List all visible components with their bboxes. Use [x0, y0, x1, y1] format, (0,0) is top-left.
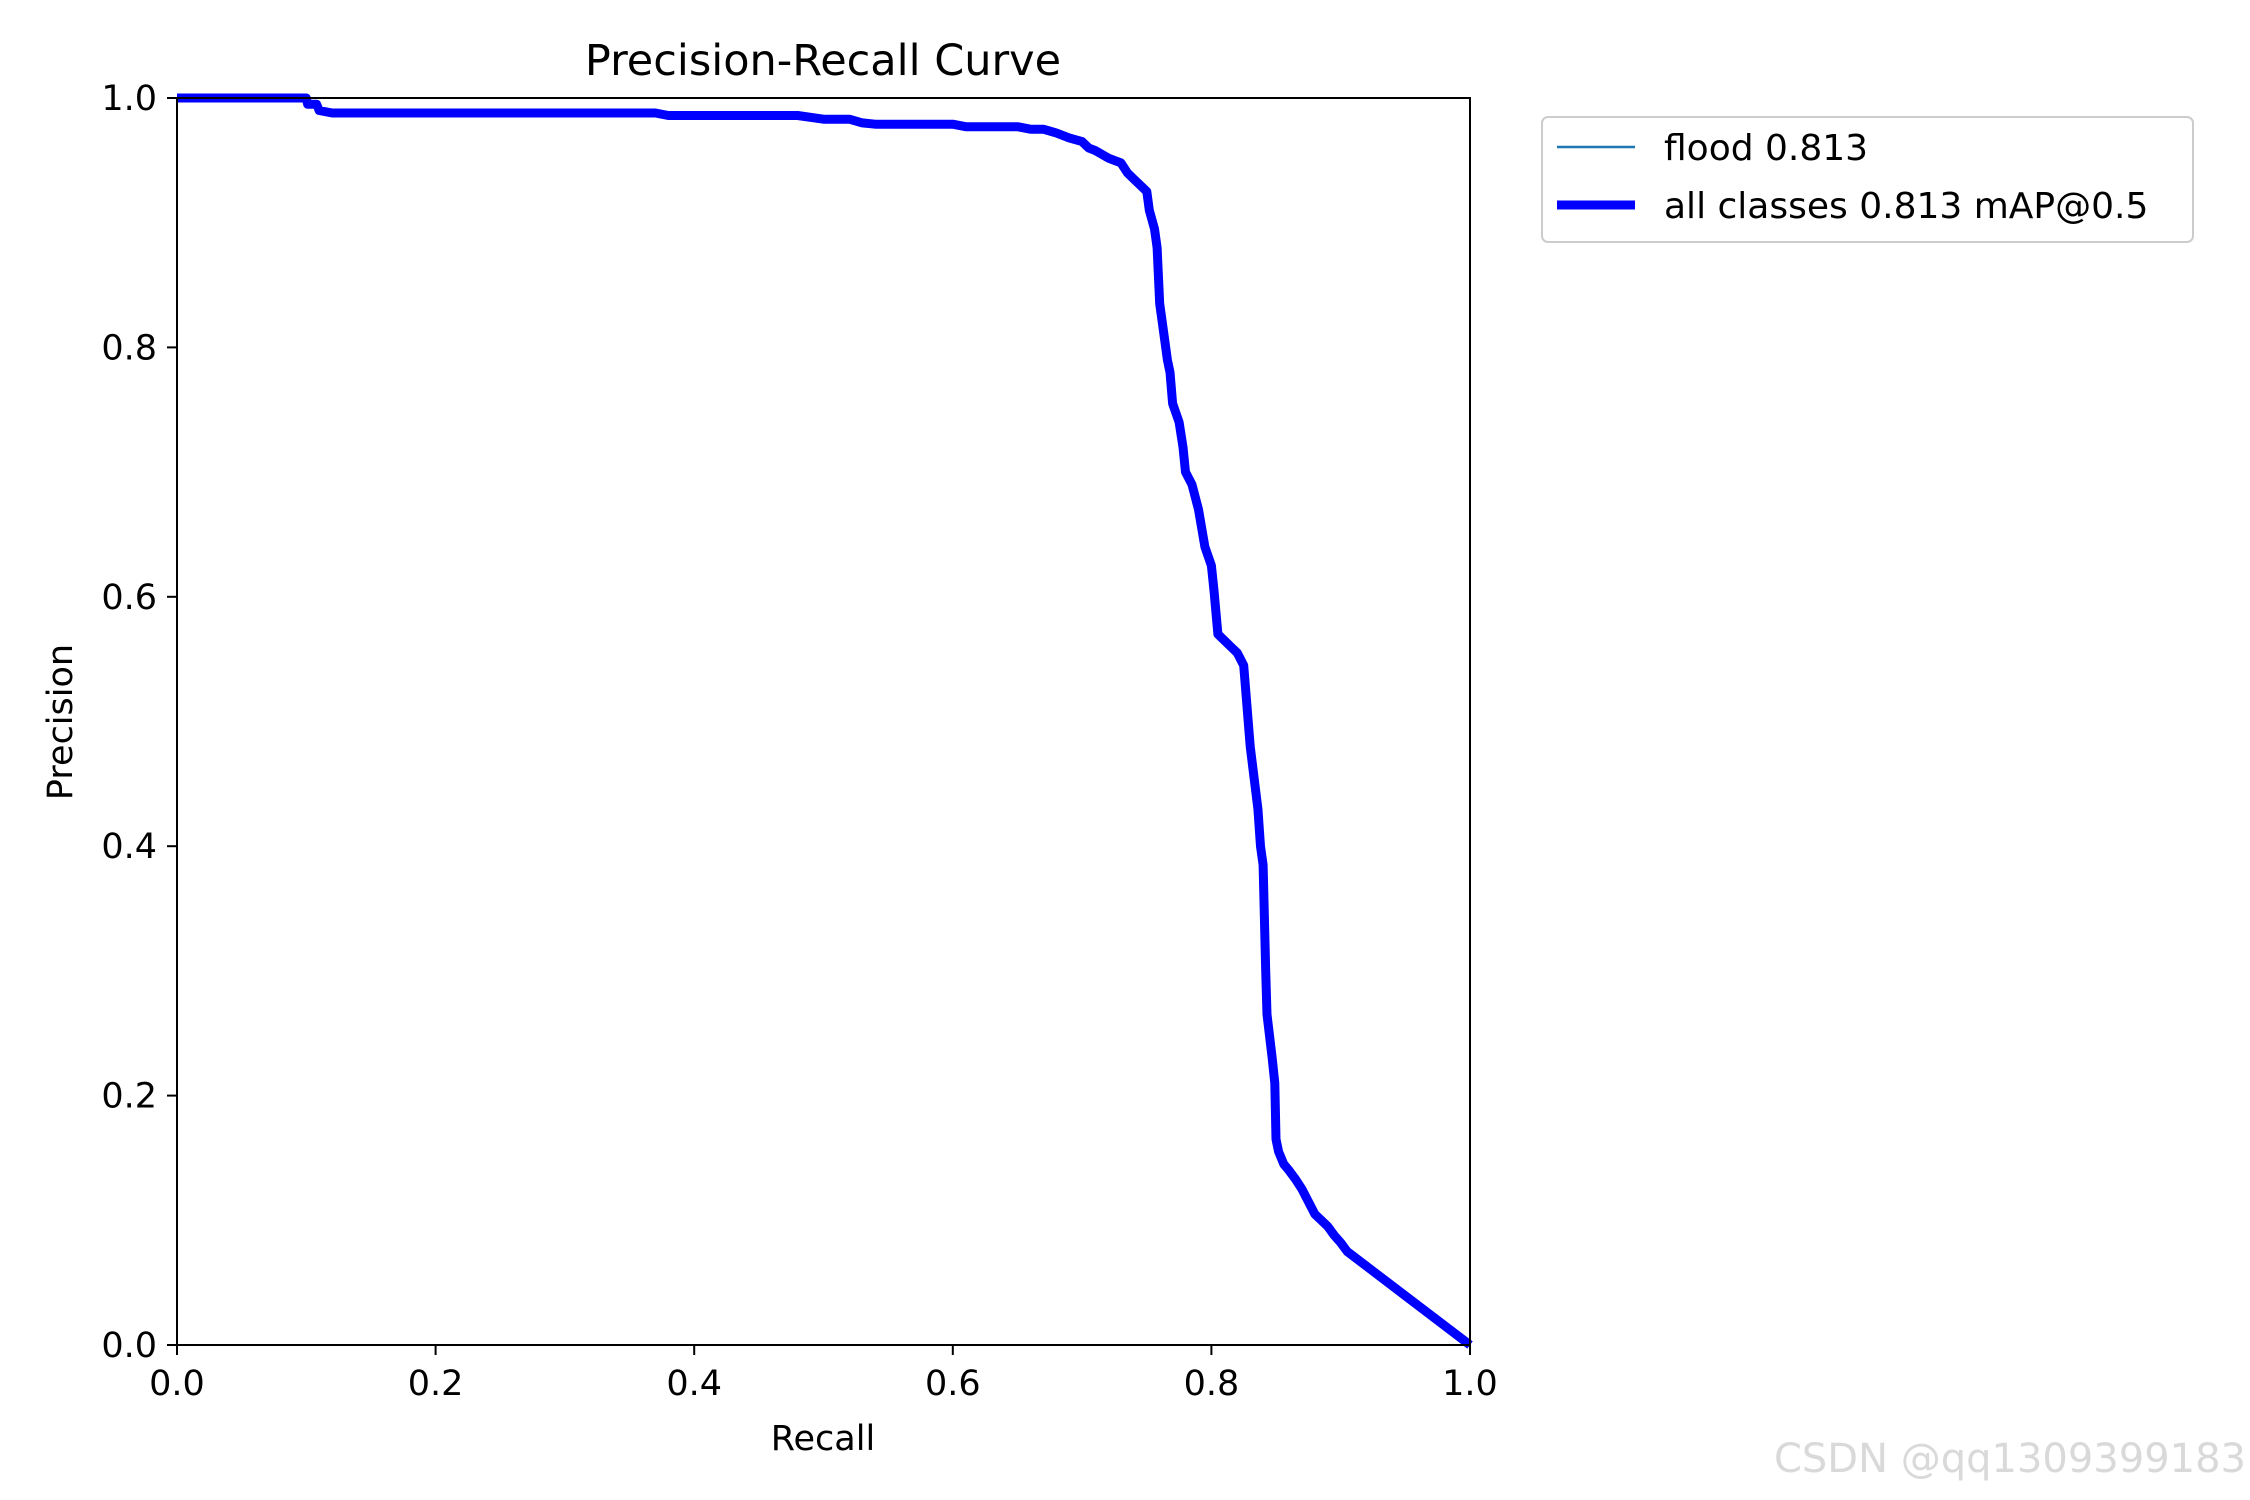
x-tick-label: 0.0 [149, 1364, 205, 1404]
x-tick-label: 0.4 [666, 1364, 722, 1404]
y-tick-label: 0.2 [101, 1077, 157, 1117]
legend-frame [1541, 116, 2194, 243]
x-axis-ticks: 0.0 0.2 0.4 0.6 0.8 1.0 [149, 1345, 1498, 1404]
y-tick-label: 0.8 [101, 328, 157, 368]
x-tick-label: 0.8 [1184, 1364, 1240, 1404]
x-tick-label: 1.0 [1442, 1364, 1498, 1404]
legend-label-flood: flood 0.813 [1664, 128, 1868, 169]
y-tick-label: 0.6 [101, 578, 157, 618]
legend-label-all-classes: all classes 0.813 mAP@0.5 [1664, 186, 2148, 227]
chart-title: Precision-Recall Curve [585, 36, 1061, 86]
y-tick-label: 0.0 [101, 1326, 157, 1366]
x-tick-label: 0.6 [925, 1364, 981, 1404]
x-axis-label: Recall [771, 1419, 875, 1459]
watermark-text: CSDN @qq1309399183 [1773, 1436, 2246, 1482]
y-axis-label: Precision [41, 644, 81, 800]
series-layer [177, 93, 1473, 1349]
plot-area-frame [176, 97, 1471, 1346]
y-axis-ticks: 0.0 0.2 0.4 0.6 0.8 1.0 [101, 79, 177, 1366]
legend: flood 0.813 all classes 0.813 mAP@0.5 [1541, 116, 2194, 243]
y-tick-label: 1.0 [101, 79, 157, 119]
y-tick-label: 0.4 [101, 827, 157, 867]
series-line-1 [177, 93, 1473, 1349]
x-tick-label: 0.2 [408, 1364, 464, 1404]
